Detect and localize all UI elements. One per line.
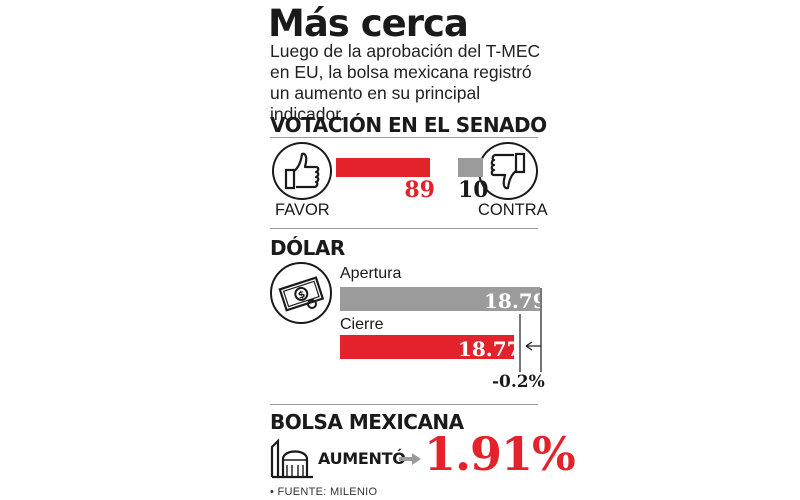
cierre-label: Cierre — [340, 316, 384, 333]
bolsa-divider-top — [270, 404, 538, 405]
page-title: Más cerca — [268, 2, 469, 45]
dollar-heading: DÓLAR — [270, 236, 345, 260]
thumbs-up-icon — [272, 142, 332, 200]
money-bill-icon: $ — [270, 262, 332, 324]
aumento-label: AUMENTÓ — [318, 449, 406, 468]
bolsa-heading: BOLSA MEXICANA — [270, 410, 464, 434]
contra-value: 10 — [458, 177, 489, 203]
aumento-value: 1.91% — [424, 427, 576, 481]
apertura-value: 18.79 — [484, 289, 547, 313]
stock-exchange-building-icon — [270, 438, 313, 479]
cierre-value: 18.77 — [457, 337, 521, 361]
contra-bar — [458, 158, 484, 177]
cierre-bar — [340, 335, 514, 359]
svg-text:$: $ — [297, 289, 307, 302]
dollar-divider-top — [270, 228, 538, 229]
apertura-label: Apertura — [340, 265, 402, 282]
favor-label: FAVOR — [275, 201, 330, 219]
favor-value: 89 — [404, 177, 435, 203]
senate-heading: VOTACIÓN EN EL SENADO — [270, 113, 547, 137]
arrow-right-icon — [399, 453, 421, 465]
source-note: • FUENTE: MILENIO — [270, 486, 378, 498]
favor-bar — [336, 158, 430, 177]
subtitle: Luego de la aprobación del T-MEC en EU, … — [270, 41, 541, 124]
change-marker — [519, 288, 542, 372]
contra-label: CONTRA — [478, 201, 548, 219]
apertura-bar — [340, 287, 540, 311]
change-value: -0.2% — [492, 372, 545, 392]
senate-divider — [270, 137, 538, 138]
